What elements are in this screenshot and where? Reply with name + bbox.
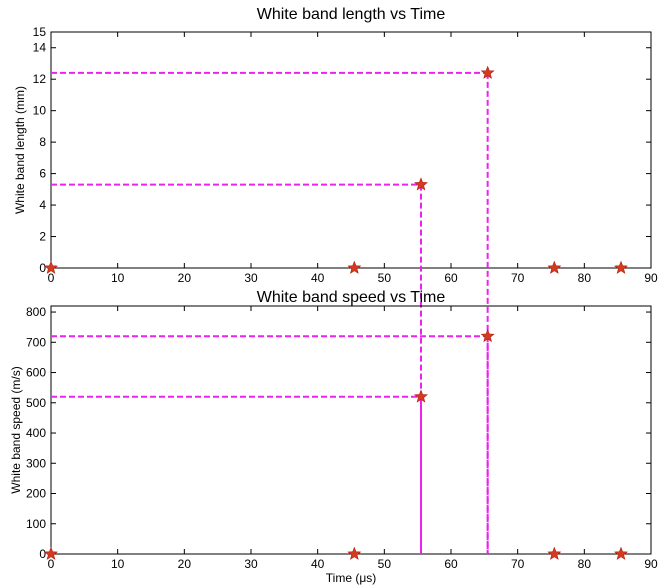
x-tick-label: 60: [444, 557, 458, 571]
data-point-star-2: [347, 260, 362, 274]
plot-frame: [50, 305, 652, 555]
x-tick-label: 80: [578, 557, 592, 571]
data-point-star-4: [480, 65, 495, 79]
data-point-star-1: [44, 546, 58, 560]
y-tick-label: 2: [39, 230, 46, 244]
x-tick-label: 20: [178, 271, 192, 285]
chart-title: White band speed vs Time: [257, 289, 446, 306]
x-tick-label: 30: [244, 271, 258, 285]
data-point-star-3: [414, 177, 428, 191]
y-tick-label: 0: [39, 261, 46, 275]
x-tick-label: 30: [244, 557, 258, 571]
y-tick-label: 10: [33, 104, 47, 118]
x-tick-label: 90: [644, 557, 658, 571]
x-tick-label: 90: [644, 271, 658, 285]
chart-panel-2: 0 10 20 30 40 50 60 70 80 90 0 100 200 300 400 500 600 70…: [9, 289, 658, 585]
y-tick-label: 6: [39, 167, 46, 181]
y-tick-label: 15: [33, 25, 47, 39]
y-tick-label: 100: [26, 517, 46, 531]
data-point-star-5: [547, 546, 562, 560]
y-tick-label: 200: [26, 487, 46, 501]
chart-title: White band length vs Time: [257, 6, 446, 23]
y-tick-label: 8: [39, 135, 46, 149]
plot-frame: [50, 31, 652, 269]
y-tick-label: 12: [33, 72, 47, 86]
x-tick-label: 0: [48, 557, 55, 571]
x-tick-label: 60: [444, 271, 458, 285]
x-tick-label: 10: [111, 271, 125, 285]
y-axis-label: White band length (mm): [13, 86, 27, 214]
x-axis-label: Time (μs): [326, 571, 376, 585]
data-point-star-5: [547, 260, 562, 274]
y-tick-label: 0: [39, 547, 46, 561]
y-tick-label: 700: [26, 335, 46, 349]
data-point-star-1: [44, 260, 58, 274]
data-point-star-6: [614, 546, 628, 560]
x-tick-label: 50: [378, 557, 392, 571]
y-tick-label: 300: [26, 456, 46, 470]
x-tick-label: 20: [178, 557, 192, 571]
y-axis-label: White band speed (m/s): [9, 366, 23, 493]
x-tick-label: 80: [578, 271, 592, 285]
x-tick-label: 10: [111, 557, 125, 571]
x-tick-label: 0: [48, 271, 55, 285]
data-point-star-3: [414, 389, 428, 403]
x-tick-label: 70: [511, 557, 525, 571]
chart-panel-1: 0 10 20 30 40 50 60 70 80 90 0 2 4 6 8 10 12 14 15 White ba…: [13, 6, 658, 554]
y-tick-label: 400: [26, 426, 46, 440]
x-tick-label: 40: [311, 557, 325, 571]
y-tick-label: 600: [26, 366, 46, 380]
x-tick-label: 50: [378, 271, 392, 285]
y-tick-label: 500: [26, 396, 46, 410]
data-point-star-4: [480, 328, 495, 343]
y-tick-label: 4: [39, 198, 46, 212]
y-tick-label: 14: [33, 41, 47, 55]
data-point-star-2: [347, 546, 362, 560]
data-point-star-6: [614, 260, 628, 274]
y-tick-label: 800: [26, 305, 46, 319]
x-tick-label: 40: [311, 271, 325, 285]
x-tick-label: 70: [511, 271, 525, 285]
